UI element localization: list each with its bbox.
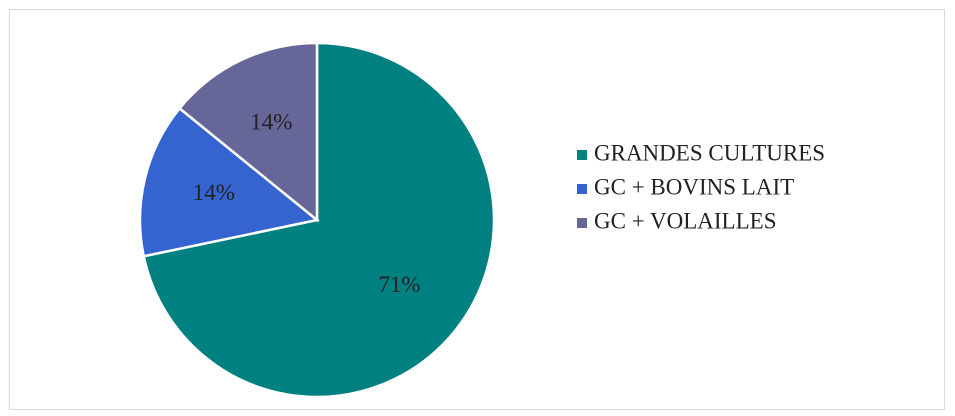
pie-slice [138, 106, 320, 258]
legend-label: GC + BOVINS LAIT [594, 174, 794, 199]
pie-slice [177, 41, 319, 223]
legend-swatch [577, 184, 587, 194]
data-label: 14% [250, 109, 292, 134]
data-label: 71% [378, 272, 420, 297]
legend-label: GC + VOLAILLES [594, 208, 776, 233]
legend-swatch [577, 150, 587, 160]
data-label: 14% [193, 180, 235, 205]
legend-label: GRANDES CULTURES [594, 140, 825, 165]
legend-swatch [577, 218, 587, 228]
